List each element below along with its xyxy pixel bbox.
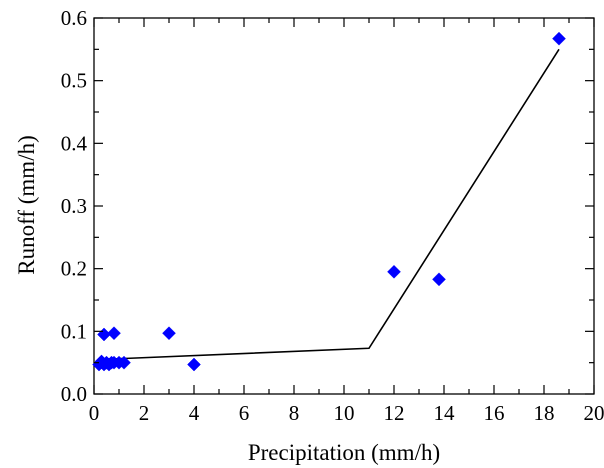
data-point-diamond bbox=[117, 355, 131, 370]
data-point-diamond bbox=[387, 264, 401, 279]
y-tick-label: 0.5 bbox=[61, 69, 87, 93]
x-tick-label: 2 bbox=[139, 401, 150, 425]
y-tick-label: 0.6 bbox=[61, 6, 87, 30]
data-point-diamond bbox=[162, 326, 176, 341]
x-tick-label: 0 bbox=[89, 401, 100, 425]
y-tick-label: 0.3 bbox=[61, 194, 87, 218]
x-tick-label: 10 bbox=[334, 401, 355, 425]
y-axis-title: Runoff (mm/h) bbox=[14, 135, 39, 274]
plot-area bbox=[92, 17, 595, 395]
axis-ticks: 0 2 4 6 8 10 12 14 16 18 20 0.0 0.1 0.2 0.3 0.4 0.5 0.6 bbox=[61, 6, 604, 425]
data-point-diamond bbox=[552, 31, 566, 46]
fit-line bbox=[98, 48, 560, 361]
data-point-diamond bbox=[432, 272, 446, 287]
x-tick-label: 14 bbox=[434, 401, 456, 425]
x-tick-label: 18 bbox=[534, 401, 555, 425]
y-tick-label: 0.0 bbox=[61, 382, 87, 406]
x-tick-label: 8 bbox=[289, 401, 300, 425]
y-tick-label: 0.4 bbox=[61, 131, 88, 155]
x-axis-title: Precipitation (mm/h) bbox=[248, 440, 440, 465]
x-tick-label: 12 bbox=[384, 401, 405, 425]
x-tick-label: 16 bbox=[484, 401, 505, 425]
x-tick-label: 4 bbox=[189, 401, 200, 425]
y-tick-label: 0.2 bbox=[61, 257, 87, 281]
x-tick-label: 6 bbox=[239, 401, 250, 425]
x-tick-label: 20 bbox=[584, 401, 604, 425]
data-point-diamond bbox=[187, 357, 201, 372]
data-point-diamond bbox=[107, 326, 121, 341]
y-tick-label: 0.1 bbox=[61, 319, 87, 343]
